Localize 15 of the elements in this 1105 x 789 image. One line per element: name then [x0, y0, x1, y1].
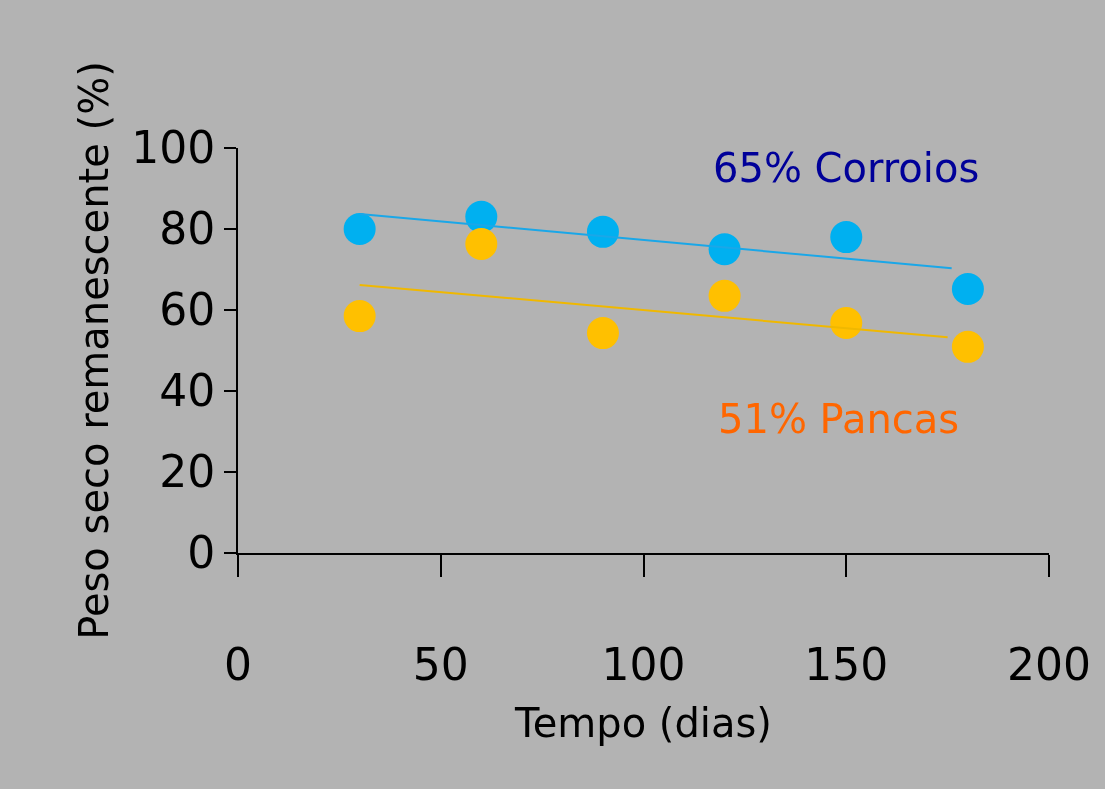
- y-tick-label: 80: [159, 203, 216, 255]
- x-tick-label: 50: [412, 638, 469, 690]
- x-tick-label: 100: [601, 638, 686, 690]
- x-axis-title: Tempo (dias): [514, 699, 772, 746]
- y-tick-label: 100: [131, 122, 216, 174]
- y-tick-label: 20: [159, 446, 216, 498]
- annotation: 65% Corroios: [713, 145, 980, 191]
- x-tick-label: 0: [224, 638, 252, 690]
- x-tick-label: 200: [1007, 638, 1091, 690]
- y-axis-title: Peso seco remanescente (%): [71, 61, 118, 640]
- x-tick-label: 150: [804, 638, 889, 690]
- y-tick-label: 40: [159, 365, 216, 417]
- y-tick-label: 0: [187, 527, 216, 579]
- annotation: 51% Pancas: [718, 396, 960, 442]
- y-tick-label: 60: [159, 284, 216, 336]
